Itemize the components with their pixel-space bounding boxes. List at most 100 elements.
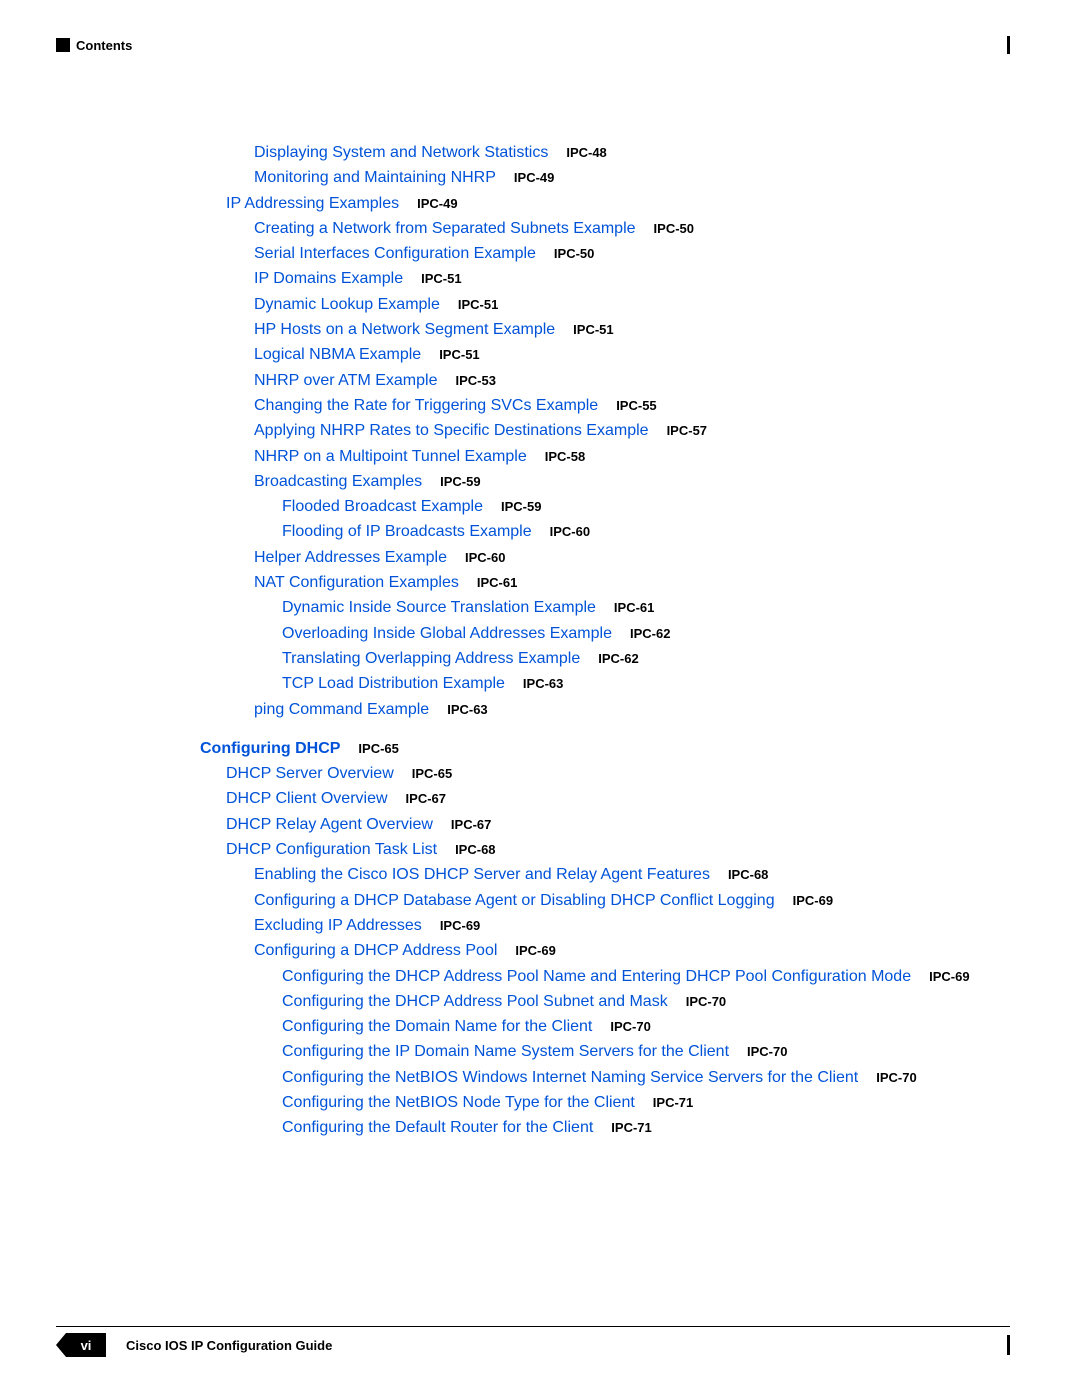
toc-link[interactable]: NHRP over ATM Example (254, 368, 437, 393)
toc-link[interactable]: Monitoring and Maintaining NHRP (254, 165, 496, 190)
toc-link[interactable]: ping Command Example (254, 697, 429, 722)
toc-entry: NHRP on a Multipoint Tunnel Example IPC-5… (200, 444, 1010, 469)
toc-page-ref: IPC-71 (611, 1115, 651, 1140)
toc-page-ref: IPC-55 (616, 393, 656, 418)
toc-page-ref: IPC-65 (358, 736, 398, 761)
footer: vi Cisco IOS IP Configuration Guide (56, 1326, 1010, 1357)
toc-link[interactable]: IP Addressing Examples (226, 191, 399, 216)
toc-entry: DHCP Configuration Task List IPC-68 (200, 837, 1010, 862)
toc-entry: Serial Interfaces Configuration Example I… (200, 241, 1010, 266)
toc-page-ref: IPC-68 (455, 837, 495, 862)
toc-link[interactable]: IP Domains Example (254, 266, 403, 291)
toc-page-ref: IPC-61 (477, 570, 517, 595)
toc-link[interactable]: NHRP on a Multipoint Tunnel Example (254, 444, 527, 469)
toc-link[interactable]: Flooding of IP Broadcasts Example (282, 519, 532, 544)
toc-link[interactable]: DHCP Relay Agent Overview (226, 812, 433, 837)
toc-entry: Applying NHRP Rates to Specific Destinat… (200, 418, 1010, 443)
toc-link[interactable]: Configuring the NetBIOS Node Type for th… (282, 1090, 635, 1115)
toc-page-ref: IPC-58 (545, 444, 585, 469)
header-left: Contents (56, 38, 132, 53)
toc-entry: Configuring the NetBIOS Node Type for th… (200, 1090, 1010, 1115)
toc-entry: Configuring the NetBIOS Windows Internet… (200, 1065, 1010, 1090)
contents-label: Contents (76, 38, 132, 53)
toc-entry: DHCP Server OverviewIPC-65 (200, 761, 1010, 786)
toc-link[interactable]: Configuring the Domain Name for the Clie… (282, 1014, 592, 1039)
toc-entry: Helper Addresses Example IPC-60 (200, 545, 1010, 570)
guide-title: Cisco IOS IP Configuration Guide (126, 1338, 332, 1353)
toc-page-ref: IPC-59 (440, 469, 480, 494)
toc-link[interactable]: Overloading Inside Global Addresses Exam… (282, 621, 612, 646)
toc-entry: Enabling the Cisco IOS DHCP Server and R… (200, 862, 1010, 887)
toc-entry: IP Domains Example IPC-51 (200, 266, 1010, 291)
toc-page-ref: IPC-49 (514, 165, 554, 190)
toc-entry: Translating Overlapping Address Example I… (200, 646, 1010, 671)
page: Contents Displaying System and Network S… (0, 0, 1080, 1397)
toc-link[interactable]: Creating a Network from Separated Subnet… (254, 216, 636, 241)
toc-entry: Excluding IP AddressesIPC-69 (200, 913, 1010, 938)
toc-entry: Dynamic Inside Source Translation Exampl… (200, 595, 1010, 620)
toc-link[interactable]: Configuring the DHCP Address Pool Name a… (282, 964, 911, 989)
toc-entry: HP Hosts on a Network Segment Example IPC… (200, 317, 1010, 342)
toc-page-ref: IPC-67 (451, 812, 491, 837)
toc-link[interactable]: Configuring the DHCP Address Pool Subnet… (282, 989, 668, 1014)
toc-entry: Displaying System and Network Statistics… (200, 140, 1010, 165)
toc-link[interactable]: Helper Addresses Example (254, 545, 447, 570)
toc-link[interactable]: HP Hosts on a Network Segment Example (254, 317, 555, 342)
toc-link[interactable]: Excluding IP Addresses (254, 913, 422, 938)
toc-page-ref: IPC-51 (421, 266, 461, 291)
toc-link[interactable]: Configuring a DHCP Address Pool (254, 938, 497, 963)
toc-link[interactable]: Enabling the Cisco IOS DHCP Server and R… (254, 862, 710, 887)
toc-entry: Flooded Broadcast ExampleIPC-59 (200, 494, 1010, 519)
toc-page-ref: IPC-51 (458, 292, 498, 317)
toc-link[interactable]: Translating Overlapping Address Example (282, 646, 580, 671)
toc-link[interactable]: Serial Interfaces Configuration Example (254, 241, 536, 266)
toc-entry: DHCP Client Overview IPC-67 (200, 786, 1010, 811)
page-number-badge: vi (56, 1333, 106, 1357)
toc-page-ref: IPC-60 (465, 545, 505, 570)
header-bar: Contents (56, 36, 1010, 54)
toc-entry: Changing the Rate for Triggering SVCs Ex… (200, 393, 1010, 418)
toc-link[interactable]: Displaying System and Network Statistics (254, 140, 548, 165)
toc-entry: ping Command Example IPC-63 (200, 697, 1010, 722)
toc-link[interactable]: Flooded Broadcast Example (282, 494, 483, 519)
toc-page-ref: IPC-62 (630, 621, 670, 646)
toc-link[interactable]: Broadcasting Examples (254, 469, 422, 494)
toc-link[interactable]: Configuring DHCP (200, 736, 340, 761)
toc-page-ref: IPC-62 (598, 646, 638, 671)
toc-page-ref: IPC-51 (573, 317, 613, 342)
page-number: vi (66, 1333, 106, 1357)
toc-link[interactable]: Configuring a DHCP Database Agent or Dis… (254, 888, 775, 913)
toc-page-ref: IPC-69 (793, 888, 833, 913)
toc-page-ref: IPC-70 (876, 1065, 916, 1090)
toc-entry: Creating a Network from Separated Subnet… (200, 216, 1010, 241)
toc-link[interactable]: Dynamic Inside Source Translation Exampl… (282, 595, 596, 620)
toc-page-ref: IPC-48 (566, 140, 606, 165)
toc-entry: Logical NBMA Example IPC-51 (200, 342, 1010, 367)
toc-link[interactable]: Configuring the Default Router for the C… (282, 1115, 593, 1140)
toc-page-ref: IPC-50 (554, 241, 594, 266)
toc-page-ref: IPC-70 (747, 1039, 787, 1064)
toc-link[interactable]: Configuring the NetBIOS Windows Internet… (282, 1065, 858, 1090)
toc-link[interactable]: DHCP Client Overview (226, 786, 388, 811)
toc-page-ref: IPC-53 (455, 368, 495, 393)
header-marker-icon (56, 38, 70, 52)
toc-link[interactable]: Configuring the IP Domain Name System Se… (282, 1039, 729, 1064)
toc-page-ref: IPC-51 (439, 342, 479, 367)
toc-link[interactable]: Changing the Rate for Triggering SVCs Ex… (254, 393, 598, 418)
toc-link[interactable]: DHCP Configuration Task List (226, 837, 437, 862)
toc-link[interactable]: Dynamic Lookup Example (254, 292, 440, 317)
toc-link[interactable]: Logical NBMA Example (254, 342, 421, 367)
toc-link[interactable]: NAT Configuration Examples (254, 570, 459, 595)
toc-entry: Configuring the Domain Name for the Clie… (200, 1014, 1010, 1039)
page-number-arrow-icon (56, 1333, 66, 1357)
toc-entry: Configuring DHCP IPC-65 (200, 736, 1010, 761)
footer-row: vi Cisco IOS IP Configuration Guide (56, 1333, 1010, 1357)
toc-page-ref: IPC-63 (447, 697, 487, 722)
toc-link[interactable]: DHCP Server Overview (226, 761, 394, 786)
toc-link[interactable]: TCP Load Distribution Example (282, 671, 505, 696)
toc-entry: Overloading Inside Global Addresses Exam… (200, 621, 1010, 646)
toc-link[interactable]: Applying NHRP Rates to Specific Destinat… (254, 418, 649, 443)
toc-entry: Configuring the DHCP Address Pool Name a… (200, 964, 1010, 989)
toc-page-ref: IPC-67 (406, 786, 446, 811)
toc-entry: Configuring the Default Router for the C… (200, 1115, 1010, 1140)
